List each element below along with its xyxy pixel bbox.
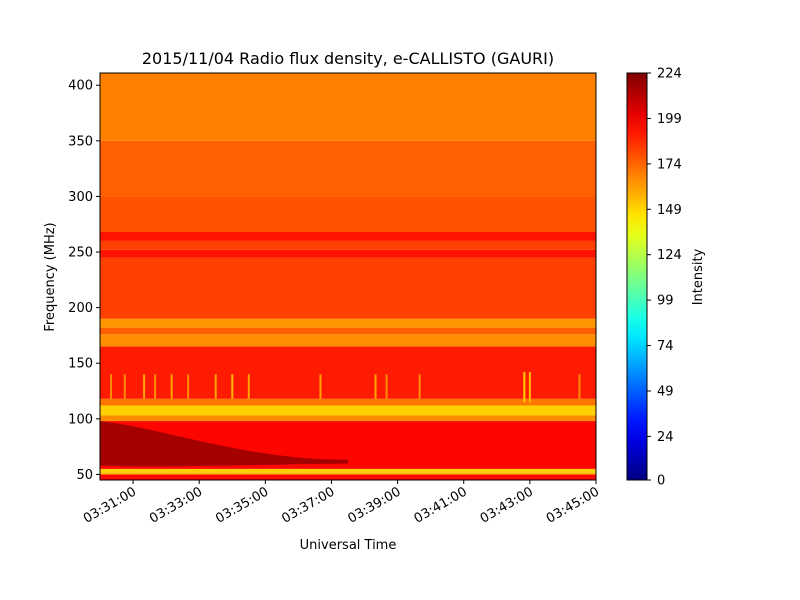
- y-tick-label: 100: [68, 412, 93, 427]
- colorbar-tick-label: 24: [657, 430, 674, 445]
- colorbar-tick-label: 0: [657, 474, 665, 489]
- chart-title: 2015/11/04 Radio flux density, e-CALLIST…: [142, 49, 554, 68]
- x-tick-label: 03:45:00: [544, 484, 602, 526]
- colorbar-tick-label: 224: [657, 67, 682, 82]
- x-tick-label: 03:31:00: [81, 484, 139, 526]
- x-axis-ticks: 03:31:00 03:33:00 03:35:00 03:37:00 03:39:00…: [81, 480, 602, 527]
- x-tick-label: 03:35:00: [213, 484, 271, 526]
- spike-15: [578, 374, 581, 399]
- spike-11: [385, 374, 388, 399]
- spike-7: [231, 374, 234, 399]
- y-axis-ticks: 50 100 150 200 250 300 350 400: [68, 79, 100, 483]
- radio-burst-region: [100, 421, 348, 467]
- colorbar-tick-label: 49: [657, 384, 674, 399]
- frequency-band-12: [100, 249, 596, 258]
- colorbar-gradient: [626, 72, 648, 481]
- spike-14: [528, 372, 531, 403]
- y-tick-label: 200: [68, 301, 93, 316]
- colorbar-tick-label: 124: [657, 248, 682, 263]
- spike-1: [123, 374, 126, 399]
- colorbar-ticks: 0 24 49 74 99 124 149 174 199 224: [647, 67, 682, 489]
- spike-5: [187, 374, 190, 399]
- frequency-band-9: [100, 327, 596, 335]
- spike-9: [319, 374, 322, 399]
- colorbar-tick-label: 199: [657, 112, 682, 127]
- spike-0: [110, 374, 113, 399]
- x-axis-label: Universal Time: [300, 538, 397, 553]
- spike-4: [170, 374, 173, 399]
- spike-6: [214, 374, 217, 399]
- frequency-band-8: [100, 334, 596, 347]
- plot-frame: [99, 72, 597, 481]
- spike-2: [143, 374, 146, 399]
- frequency-band-0: [100, 474, 596, 480]
- colorbar-tick-label: 149: [657, 203, 682, 218]
- y-tick-label: 300: [68, 190, 93, 205]
- frequency-band-10: [100, 318, 596, 328]
- spike-8: [247, 374, 250, 399]
- colorbar-tick-label: 74: [657, 339, 674, 354]
- y-tick-label: 150: [68, 357, 93, 372]
- spike-13: [523, 372, 526, 403]
- frequency-band-6: [100, 398, 596, 406]
- frequency-band-11: [100, 257, 596, 319]
- frequency-band-2: [100, 468, 596, 473]
- plot-area: [99, 72, 597, 481]
- frequency-band-17: [100, 73, 596, 141]
- y-tick-label: 400: [68, 79, 93, 94]
- frequency-band-5: [100, 405, 596, 416]
- y-axis-label: Frequency (MHz): [43, 222, 58, 331]
- frequency-band-1: [100, 472, 596, 475]
- y-tick-label: 50: [76, 468, 93, 483]
- frequency-band-4: [100, 415, 596, 422]
- y-tick-label: 350: [68, 134, 93, 149]
- frequency-band-15: [100, 196, 596, 233]
- colorbar: [626, 72, 648, 481]
- frequency-band-14: [100, 232, 596, 241]
- colorbar-tick-label: 99: [657, 294, 674, 309]
- x-tick-label: 03:39:00: [346, 484, 404, 526]
- spike-12: [418, 374, 421, 399]
- colorbar-tick-label: 174: [657, 157, 682, 172]
- x-tick-label: 03:33:00: [147, 484, 205, 526]
- spike-3: [154, 374, 157, 399]
- spike-10: [374, 374, 377, 399]
- x-tick-label: 03:37:00: [279, 484, 337, 526]
- colorbar-label: Intensity: [691, 248, 706, 305]
- y-tick-label: 250: [68, 246, 93, 261]
- frequency-band-16: [100, 140, 596, 197]
- x-tick-label: 03:41:00: [412, 484, 470, 526]
- x-tick-label: 03:43:00: [478, 484, 536, 526]
- frequency-band-7: [100, 346, 596, 399]
- frequency-band-13: [100, 240, 596, 250]
